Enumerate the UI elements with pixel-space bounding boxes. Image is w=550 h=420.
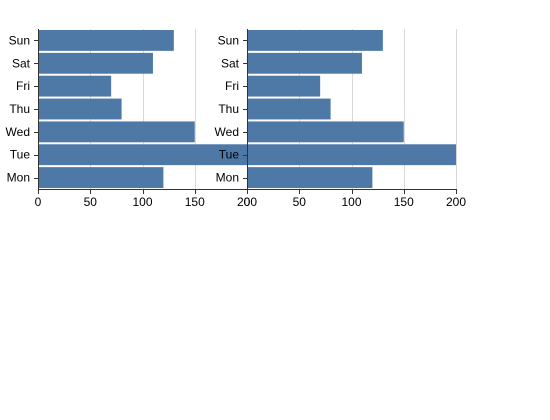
bar-mon: [247, 167, 373, 188]
x-tick-label-200: 200: [237, 195, 257, 209]
y-tick-label-tue: Tue: [219, 148, 240, 162]
bar-fri: [38, 75, 112, 97]
bar-sun: [38, 30, 174, 51]
y-tick-label-thu: Thu: [218, 102, 239, 116]
x-tick-label-150: 150: [185, 195, 205, 209]
bar-wed: [247, 121, 404, 143]
y-tick-label-sun: Sun: [218, 33, 239, 47]
y-tick-label-fri: Fri: [225, 79, 239, 93]
x-tick-label-50: 50: [84, 195, 98, 209]
x-tick-label-200: 200: [446, 195, 466, 209]
y-tick-label-wed: Wed: [215, 125, 239, 139]
x-tick-label-50: 50: [293, 195, 307, 209]
y-tick-label-sat: Sat: [12, 56, 31, 70]
y-tick-label-tue: Tue: [10, 148, 31, 162]
x-tick-label-150: 150: [394, 195, 414, 209]
y-tick-label-sat: Sat: [221, 56, 240, 70]
y-tick-label-wed: Wed: [6, 125, 30, 139]
y-tick-label-thu: Thu: [9, 102, 30, 116]
x-tick-label-0: 0: [35, 195, 42, 209]
bar-tue: [247, 144, 456, 166]
x-tick-label-0: 0: [244, 195, 251, 209]
x-tick-label-100: 100: [132, 195, 152, 209]
bar-thu: [38, 98, 122, 120]
y-tick-label-mon: Mon: [7, 171, 30, 185]
bar-sat: [247, 52, 362, 74]
chart-panel-1: Mon Tue Wed Thu Fri Sat Sun 0 50 100 150 200: [6, 29, 257, 209]
chart-panel-2: Mon Tue Wed Thu Fri Sat Sun 0 50 100 150 200: [215, 29, 466, 209]
y-tick-label-sun: Sun: [9, 33, 30, 47]
bar-sun: [247, 30, 383, 51]
bar-mon: [38, 167, 164, 188]
bar-thu: [247, 98, 331, 120]
bar-tue: [38, 144, 247, 166]
y-tick-label-fri: Fri: [16, 79, 30, 93]
bar-sat: [38, 52, 153, 74]
y-tick-label-mon: Mon: [216, 171, 239, 185]
bar-fri: [247, 75, 321, 97]
bar-wed: [38, 121, 195, 143]
x-tick-label-100: 100: [341, 195, 361, 209]
